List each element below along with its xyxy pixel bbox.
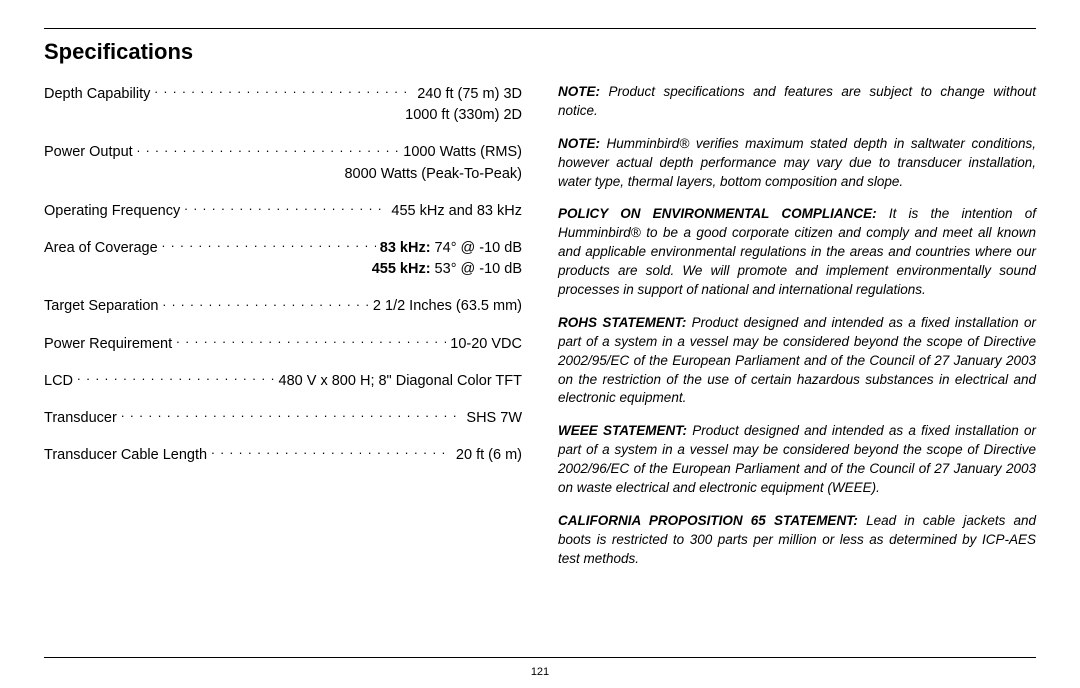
note-lead: CALIFORNIA PROPOSITION 65 STATEMENT: [558,513,858,528]
spec-value: 83 kHz: 74° @ -10 dB [380,239,522,259]
spec-row: Power Requirement 10-20 VDC [44,333,522,354]
spec-label: Power Output [44,143,133,163]
spec-line: Area of Coverage 83 kHz: 74° @ -10 dB [44,237,522,258]
dot-leader [162,296,368,311]
note-body: Product specifications and features are … [558,84,1036,118]
note-lead: POLICY ON ENVIRONMENTAL COMPLIANCE: [558,206,877,221]
spec-value: 480 V x 800 H; 8" Diagonal Color TFT [279,372,522,392]
dot-leader [137,142,400,157]
top-rule [44,28,1036,29]
note-lead: ROHS STATEMENT: [558,315,686,330]
spec-line: Power Output 1000 Watts (RMS) [44,142,522,163]
note-lead: WEEE STATEMENT: [558,423,687,438]
spec-label: LCD [44,372,73,392]
spec-value-extra: 8000 Watts (Peak-To-Peak) [44,165,522,185]
page-number: 121 [0,666,1080,678]
spec-line: Operating Frequency 455 kHz and 83 kHz [44,200,522,221]
spec-value: SHS 7W [466,409,522,429]
spec-value-extra: 1000 ft (330m) 2D [44,106,522,126]
note-paragraph: NOTE: Product specifications and feature… [558,83,1036,121]
notes-column: NOTE: Product specifications and feature… [558,83,1036,583]
columns: Depth Capability 240 ft (75 m) 3D1000 ft … [44,83,1036,583]
spec-label: Depth Capability [44,85,150,105]
spec-row: Transducer SHS 7W [44,407,522,428]
page: Specifications Depth Capability 240 ft (7… [0,0,1080,688]
spec-line: Power Requirement 10-20 VDC [44,333,522,354]
spec-row: Operating Frequency 455 kHz and 83 kHz [44,200,522,221]
spec-row: Transducer Cable Length 20 ft (6 m) [44,444,522,465]
spec-label: Operating Frequency [44,202,180,222]
spec-row: Power Output 1000 Watts (RMS)8000 Watts (… [44,142,522,185]
spec-value: 1000 Watts (RMS) [403,143,522,163]
note-paragraph: POLICY ON ENVIRONMENTAL COMPLIANCE: It i… [558,205,1036,299]
spec-line: LCD 480 V x 800 H; 8" Diagonal Color TFT [44,370,522,391]
specs-column: Depth Capability 240 ft (75 m) 3D1000 ft … [44,83,522,583]
dot-leader [176,333,446,348]
spec-label: Target Separation [44,297,158,317]
spec-value-extra: 455 kHz: 53° @ -10 dB [44,260,522,280]
spec-value: 240 ft (75 m) 3D [417,85,522,105]
dot-leader [154,83,413,98]
spec-row: Depth Capability 240 ft (75 m) 3D1000 ft … [44,83,522,126]
spec-line: Depth Capability 240 ft (75 m) 3D [44,83,522,104]
note-lead: NOTE: [558,136,600,151]
spec-line: Transducer SHS 7W [44,407,522,428]
spec-row: Area of Coverage 83 kHz: 74° @ -10 dB455 … [44,237,522,280]
note-paragraph: ROHS STATEMENT: Product designed and int… [558,314,1036,408]
spec-value: 10-20 VDC [450,335,522,355]
dot-leader [162,237,376,252]
note-paragraph: WEEE STATEMENT: Product designed and int… [558,422,1036,498]
note-lead: NOTE: [558,84,600,99]
spec-value: 20 ft (6 m) [456,446,522,466]
spec-label: Power Requirement [44,335,172,355]
spec-line: Transducer Cable Length 20 ft (6 m) [44,444,522,465]
dot-leader [121,407,463,422]
dot-leader [184,200,387,215]
dot-leader [211,444,452,459]
spec-label: Area of Coverage [44,239,158,259]
spec-value: 455 kHz and 83 kHz [391,202,522,222]
spec-value: 2 1/2 Inches (63.5 mm) [373,297,522,317]
dot-leader [77,370,275,385]
spec-row: Target Separation 2 1/2 Inches (63.5 mm) [44,296,522,317]
note-paragraph: NOTE: Humminbird® verifies maximum state… [558,135,1036,192]
bottom-rule [44,657,1036,658]
note-body: Humminbird® verifies maximum stated dept… [558,136,1036,189]
spec-label: Transducer Cable Length [44,446,207,466]
spec-label: Transducer [44,409,117,429]
spec-line: Target Separation 2 1/2 Inches (63.5 mm) [44,296,522,317]
spec-row: LCD 480 V x 800 H; 8" Diagonal Color TFT [44,370,522,391]
note-paragraph: CALIFORNIA PROPOSITION 65 STATEMENT: Lea… [558,512,1036,569]
page-title: Specifications [44,39,1036,65]
